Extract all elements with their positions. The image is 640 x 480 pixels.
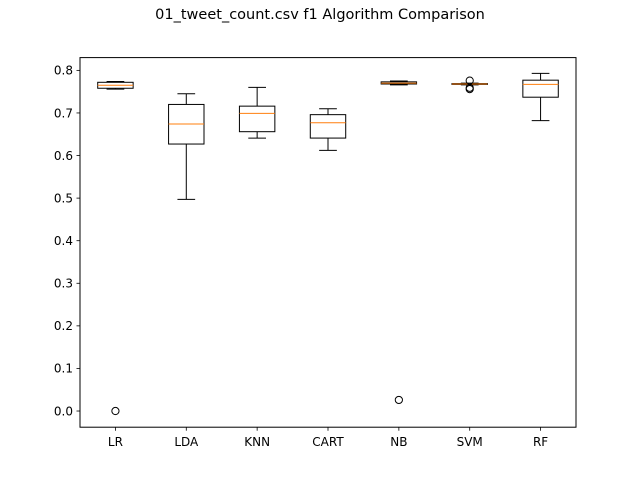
plot-area (80, 57, 576, 428)
y-tick-label-1: 0.1 (54, 362, 73, 376)
box-knn (238, 105, 276, 133)
y-tick-label-0: 0.0 (54, 404, 73, 418)
x-tick-label-lda: LDA (174, 435, 199, 449)
x-tick-label-svm: SVM (457, 435, 483, 449)
y-tick-label-2: 0.2 (54, 319, 73, 333)
outlier-svm-2 (465, 76, 474, 85)
x-tick-label-knn: KNN (244, 435, 270, 449)
y-tick-label-7: 0.7 (54, 106, 73, 120)
y-tick-label-4: 0.4 (54, 234, 73, 248)
x-tick-label-lr: LR (108, 435, 123, 449)
x-tick-label-cart: CART (312, 435, 344, 449)
outlier-nb-0 (394, 395, 403, 405)
plot-frame (79, 57, 577, 428)
y-tick-label-5: 0.5 (54, 191, 73, 205)
y-tick-label-8: 0.8 (54, 64, 73, 78)
chart-title: 01_tweet_count.csv f1 Algorithm Comparis… (155, 7, 485, 23)
y-tick-label-6: 0.6 (54, 149, 73, 163)
box-rf (522, 79, 559, 98)
x-tick-label-nb: NB (390, 435, 407, 449)
box-cart (309, 114, 347, 139)
y-tick-label-3: 0.3 (54, 277, 73, 291)
x-tick-label-rf: RF (533, 435, 548, 449)
outlier-lr-0 (111, 406, 120, 416)
